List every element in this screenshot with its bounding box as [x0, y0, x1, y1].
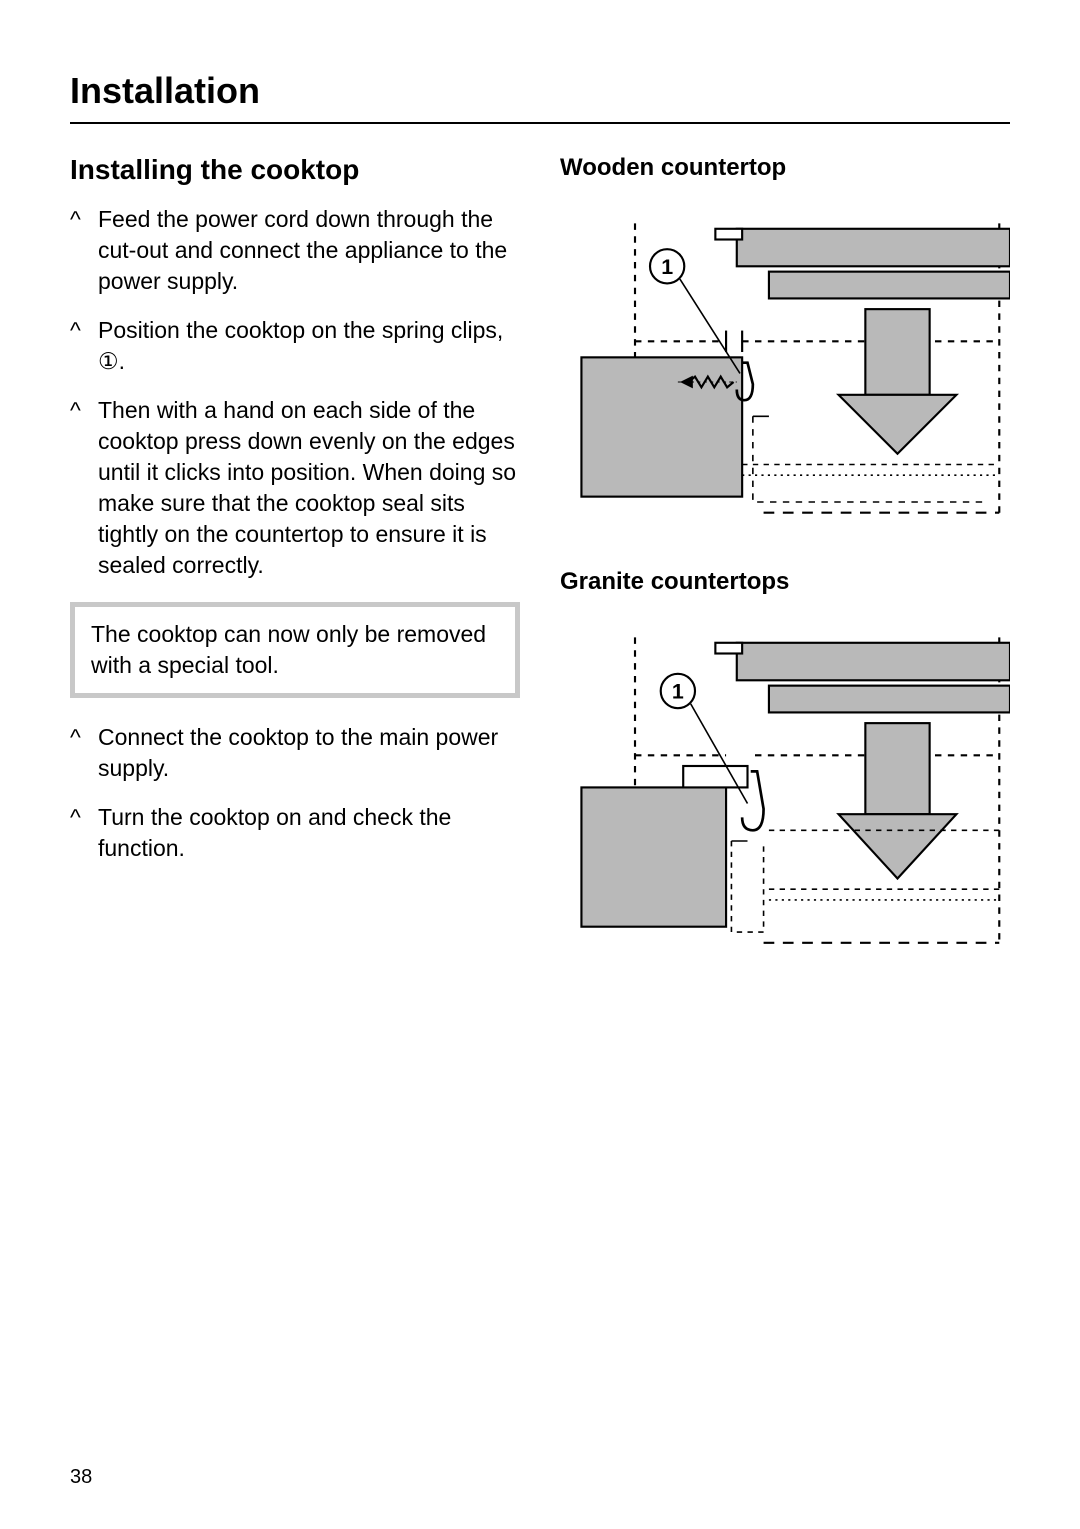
granite-heading: Granite countertops: [560, 568, 1010, 596]
granite-diagram-block: Granite countertops: [560, 568, 1010, 964]
wooden-heading: Wooden countertop: [560, 154, 1010, 182]
note-box: The cooktop can now only be removed with…: [70, 602, 520, 698]
callout-label: 1: [672, 680, 684, 704]
page-title: Installation: [70, 70, 1010, 124]
installing-heading: Installing the cooktop: [70, 154, 520, 186]
step-item: Connect the cooktop to the main power su…: [70, 722, 520, 784]
wooden-diagram: 1: [560, 202, 1010, 523]
step-item: Feed the power cord down through the cut…: [70, 204, 520, 297]
callout-label: 1: [661, 255, 673, 279]
step-item: Then with a hand on each side of the coo…: [70, 395, 520, 581]
page-number: 38: [70, 1466, 92, 1489]
steps-list-b: Connect the cooktop to the main power su…: [70, 722, 520, 864]
content-columns: Installing the cooktop Feed the power co…: [70, 154, 1010, 1004]
step-item: Turn the cooktop on and check the functi…: [70, 802, 520, 864]
steps-list-a: Feed the power cord down through the cut…: [70, 204, 520, 582]
right-column: Wooden countertop: [560, 154, 1010, 1004]
wooden-diagram-block: Wooden countertop: [560, 154, 1010, 528]
step-item: Position the cooktop on the spring clips…: [70, 315, 520, 377]
granite-diagram: 1: [560, 616, 1010, 959]
left-column: Installing the cooktop Feed the power co…: [70, 154, 520, 1004]
